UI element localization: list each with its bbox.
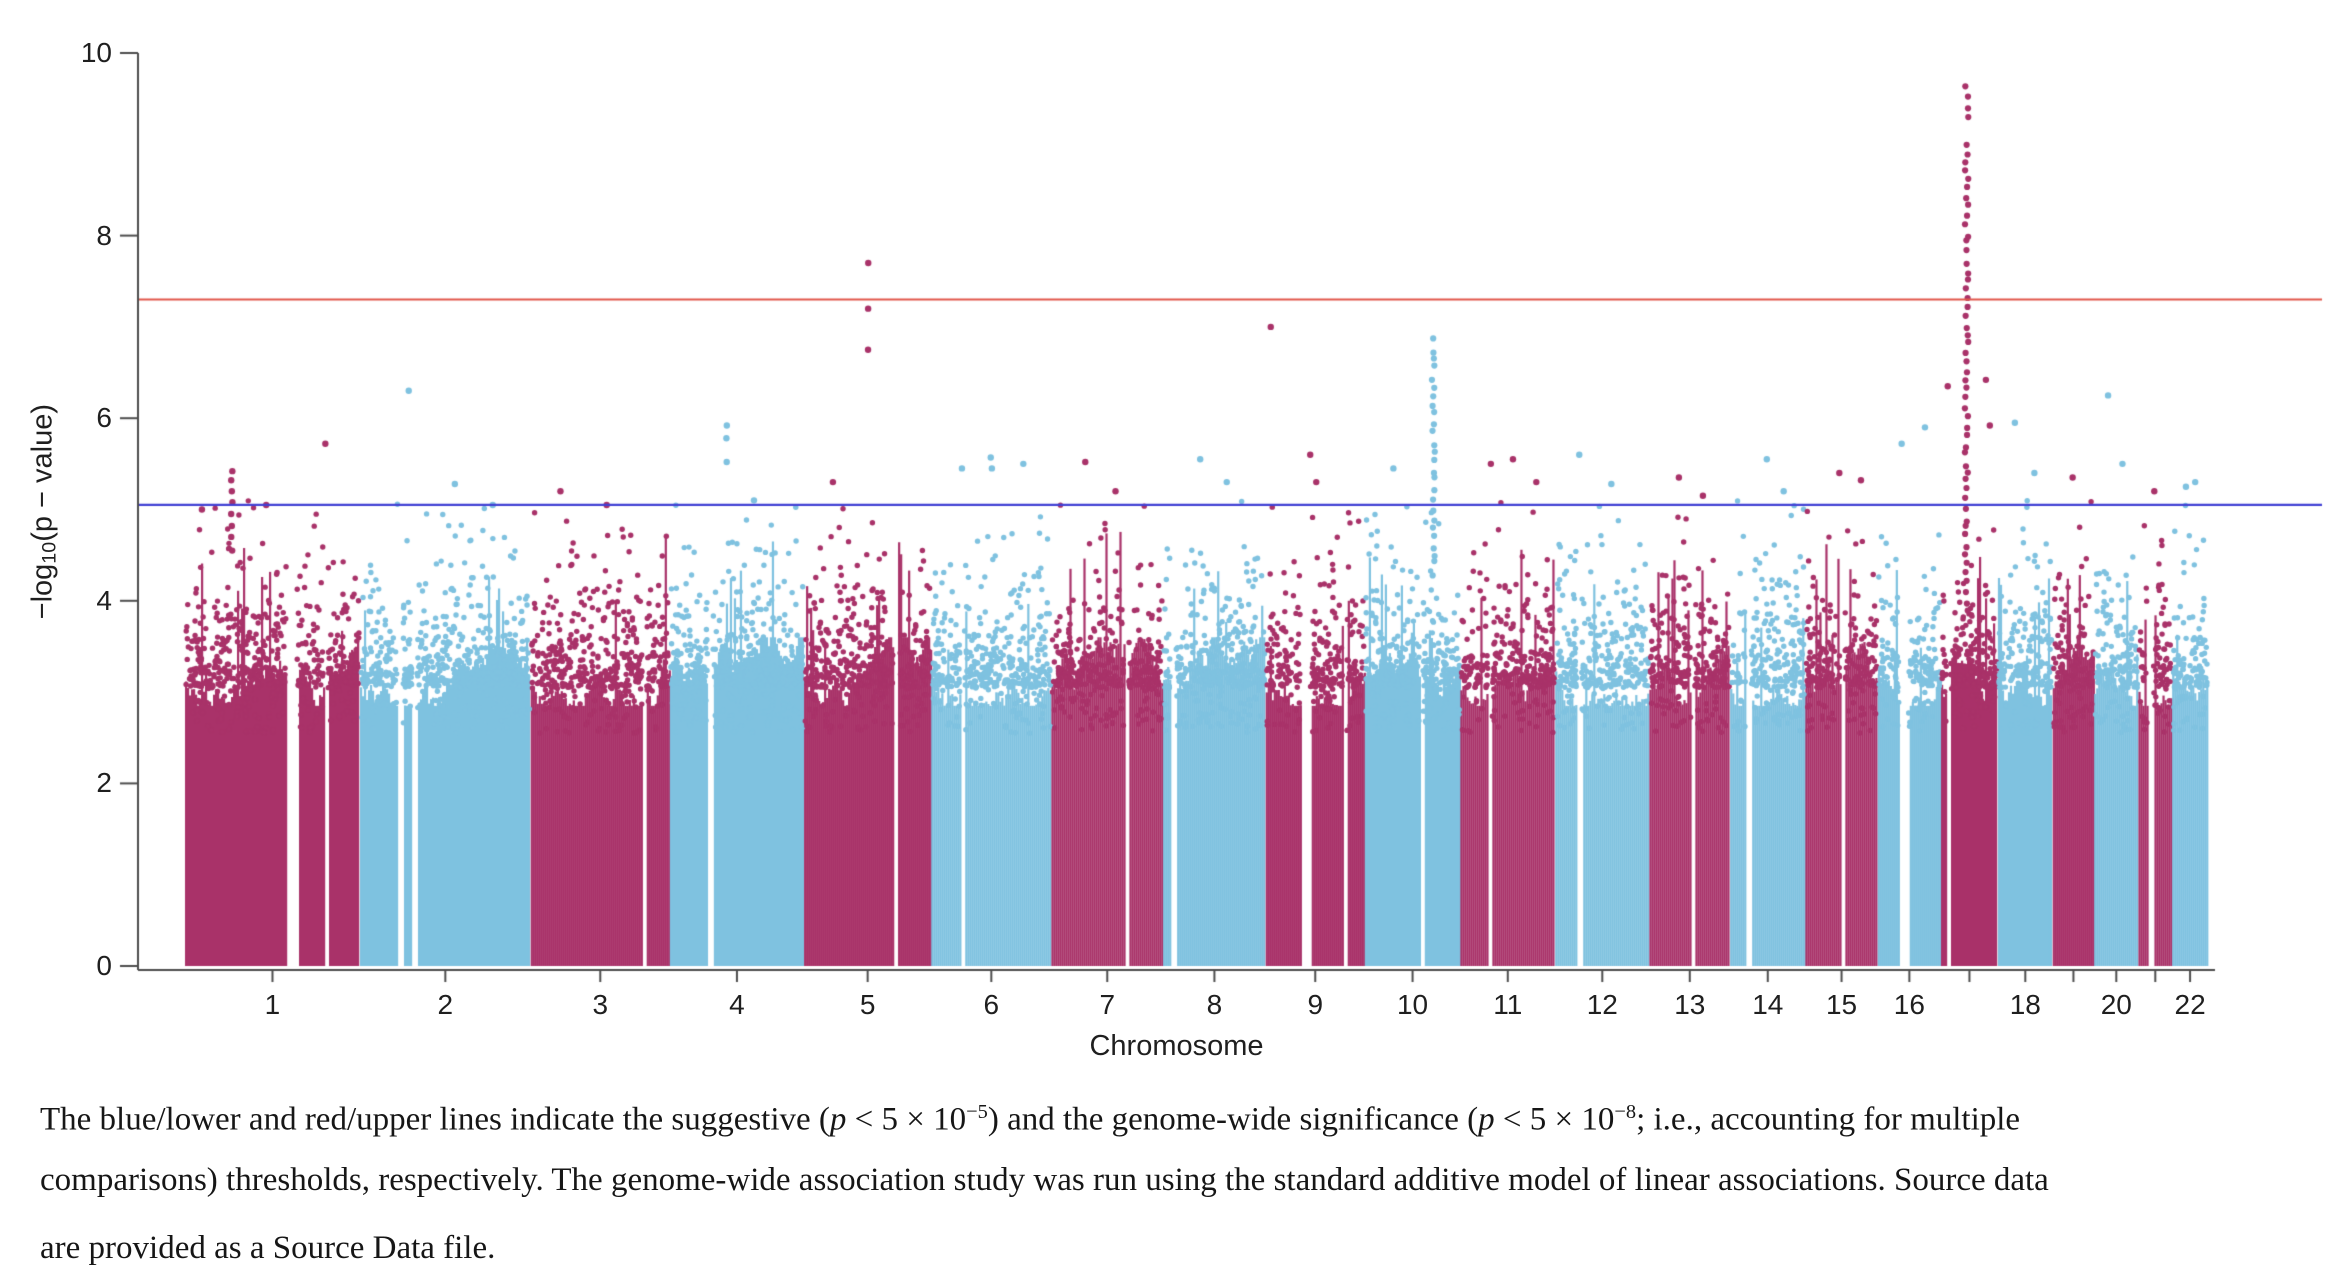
- x-tick-label-1: 1: [264, 989, 281, 1020]
- x-tick-label-16: 16: [1893, 989, 1925, 1020]
- x-tick-label-9: 9: [1307, 989, 1324, 1020]
- caption-line-1: The blue/lower and red/upper lines indic…: [40, 1101, 2021, 1138]
- x-tick-label-22: 22: [2174, 989, 2206, 1020]
- x-tick-label-14: 14: [1752, 989, 1784, 1020]
- y-tick-label-6: 6: [96, 402, 112, 434]
- y-tick-label-2: 2: [96, 767, 112, 799]
- y-tick-label-4: 4: [96, 584, 112, 616]
- x-tick-label-10: 10: [1396, 989, 1429, 1020]
- x-tick-label-2: 2: [437, 989, 454, 1020]
- x-tick-label-3: 3: [592, 989, 609, 1020]
- figure-caption: The blue/lower and red/upper lines indic…: [40, 1078, 2312, 1268]
- caption-line-2: comparisons) thresholds, respectively. T…: [40, 1162, 2049, 1198]
- x-tick-label-13: 13: [1674, 989, 1706, 1020]
- y-tick-label-8: 8: [96, 219, 112, 251]
- y-tick-label-0: 0: [96, 950, 112, 981]
- x-tick-label-12: 12: [1586, 989, 1618, 1020]
- x-tick-label-4: 4: [729, 989, 745, 1020]
- x-tick-label-5: 5: [859, 989, 876, 1020]
- x-tick-label-6: 6: [983, 989, 1000, 1020]
- x-tick-label-11: 11: [1493, 989, 1523, 1020]
- y-tick-label-10: 10: [80, 37, 112, 68]
- caption-line-3: are provided as a Source Data file.: [40, 1230, 496, 1266]
- x-tick-label-8: 8: [1206, 989, 1223, 1020]
- x-tick-label-15: 15: [1825, 989, 1858, 1020]
- x-tick-label-20: 20: [2100, 989, 2132, 1020]
- x-tick-label-18: 18: [2009, 989, 2041, 1020]
- x-axis-title: Chromosome: [1089, 1030, 1264, 1062]
- x-tick-label-7: 7: [1099, 989, 1116, 1020]
- y-axis-title: −log10(p − value): [26, 403, 61, 620]
